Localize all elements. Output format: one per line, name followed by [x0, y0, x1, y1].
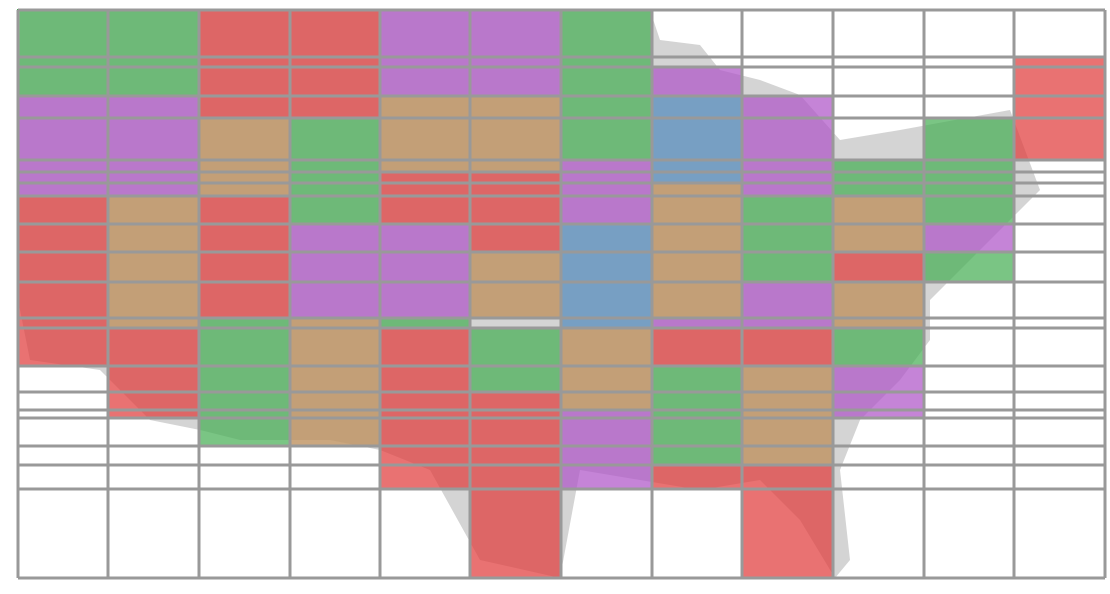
region: [741, 464, 834, 579]
region: [741, 195, 834, 283]
region: [198, 195, 291, 319]
region: [560, 9, 653, 161]
region: [651, 365, 743, 466]
region: [560, 327, 653, 411]
region: [651, 66, 743, 97]
region: [469, 391, 562, 579]
region: [560, 409, 653, 490]
region: [832, 327, 925, 367]
region: [469, 327, 562, 393]
region: [832, 281, 925, 329]
region: [198, 317, 291, 447]
region: [560, 223, 653, 329]
grid: [16, 8, 1107, 580]
region: [107, 195, 200, 329]
region: [560, 159, 653, 225]
region: [1013, 56, 1106, 161]
region: [289, 317, 381, 447]
region: [741, 365, 834, 466]
region: [741, 95, 834, 197]
region: [107, 327, 200, 419]
region: [832, 251, 925, 283]
region: [469, 223, 562, 253]
region: [651, 95, 743, 184]
region: [741, 281, 834, 329]
region: [923, 223, 1015, 253]
region: [651, 464, 743, 490]
region: [923, 251, 1015, 283]
region: [832, 159, 925, 197]
region: [469, 251, 562, 319]
